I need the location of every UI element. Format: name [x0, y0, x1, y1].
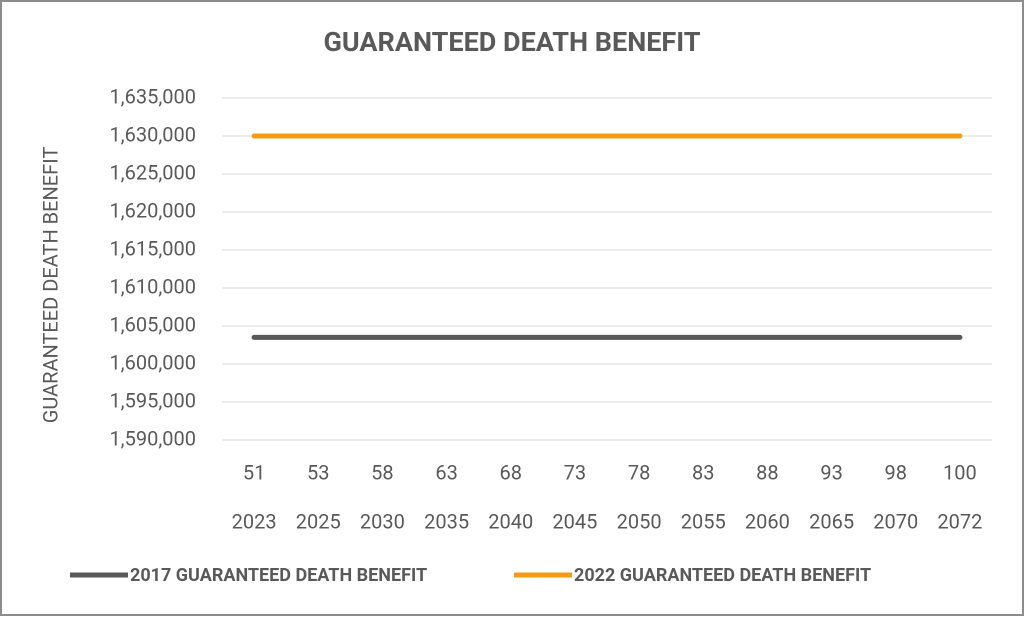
x-tick-label: 78	[628, 460, 650, 484]
y-tick-label: 1,610,000	[109, 274, 196, 298]
x-group-label: 2045	[552, 509, 597, 533]
x-group-label: 2055	[681, 509, 726, 533]
x-tick-label: 73	[564, 460, 586, 484]
x-tick-label: 68	[500, 460, 522, 484]
x-group-label: 2035	[424, 509, 469, 533]
x-tick-label: 100	[943, 460, 977, 484]
x-tick-label: 93	[820, 460, 842, 484]
legend-label: 2022 GUARANTEED DEATH BENEFIT	[574, 565, 871, 586]
x-group-label: 2050	[617, 509, 662, 533]
x-tick-label: 53	[307, 460, 329, 484]
y-tick-label: 1,595,000	[109, 388, 196, 412]
x-group-label: 2070	[873, 509, 918, 533]
legend-label: 2017 GUARANTEED DEATH BENEFIT	[130, 565, 427, 586]
chart-title: GUARANTEED DEATH BENEFIT	[324, 26, 701, 58]
x-group-label: 2023	[232, 509, 277, 533]
y-tick-label: 1,625,000	[109, 160, 196, 184]
x-tick-label: 58	[371, 460, 393, 484]
x-tick-label: 88	[756, 460, 778, 484]
x-tick-label: 83	[692, 460, 714, 484]
y-tick-label: 1,635,000	[109, 84, 196, 108]
x-group-label: 2030	[360, 509, 405, 533]
x-group-label: 2072	[937, 509, 982, 533]
x-group-label: 2040	[488, 509, 533, 533]
x-tick-label: 98	[885, 460, 907, 484]
x-tick-label: 63	[435, 460, 457, 484]
x-group-label: 2060	[745, 509, 790, 533]
x-tick-label: 51	[243, 460, 265, 484]
y-tick-label: 1,605,000	[109, 312, 196, 336]
x-group-label: 2025	[296, 509, 341, 533]
y-tick-label: 1,615,000	[109, 236, 196, 260]
y-tick-label: 1,620,000	[109, 198, 196, 222]
y-tick-label: 1,590,000	[109, 426, 196, 450]
y-axis-label: GUARANTEED DEATH BENEFIT	[38, 147, 62, 424]
x-group-label: 2065	[809, 509, 854, 533]
y-tick-label: 1,600,000	[109, 350, 196, 374]
y-tick-label: 1,630,000	[109, 122, 196, 146]
